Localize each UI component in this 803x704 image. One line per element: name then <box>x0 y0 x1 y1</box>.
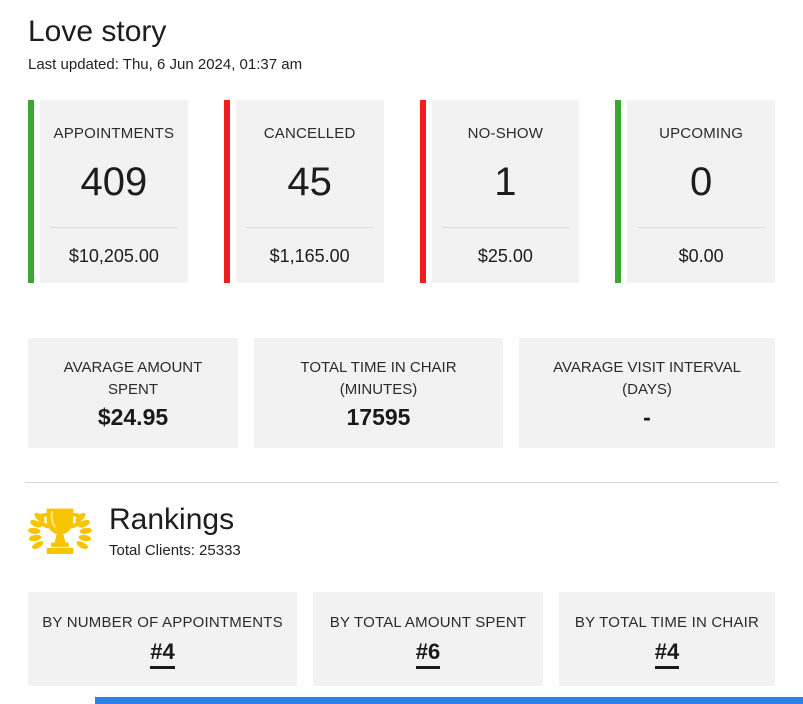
page-header: Love story Last updated: Thu, 6 Jun 2024… <box>0 0 803 73</box>
bottom-blue-bar <box>95 697 803 704</box>
summary-label-line2: (DAYS) <box>622 381 672 398</box>
stat-amount: $25.00 <box>477 246 533 266</box>
rankings-title: Rankings <box>109 502 235 536</box>
last-updated-text: Last updated: Thu, 6 Jun 2024, 01:37 am <box>28 56 303 73</box>
page-title: Love story <box>28 15 167 48</box>
stat-label: CANCELLED <box>263 125 356 142</box>
summary-card-average-amount-spent: AVARAGE AMOUNT SPENT $24.95 <box>28 338 238 448</box>
divider <box>50 227 178 228</box>
rankings-header: Rankings Total Clients: 25333 <box>28 496 775 564</box>
rank-value-link[interactable]: #4 <box>150 639 175 669</box>
divider <box>441 227 569 228</box>
rank-label: BY TOTAL TIME IN CHAIR <box>574 614 760 631</box>
summary-label-line1: AVARAGE AMOUNT <box>63 359 203 376</box>
summary-card-total-time-in-chair: TOTAL TIME IN CHAIR (MINUTES) 17595 <box>254 338 503 448</box>
summary-value: 17595 <box>346 404 411 430</box>
stat-count: 1 <box>494 160 517 204</box>
stat-amount: $10,205.00 <box>68 246 159 266</box>
stat-cards-row: APPOINTMENTS 409 $10,205.00 CANCELLED 45… <box>28 100 775 283</box>
rank-card-by-total-time-in-chair: BY TOTAL TIME IN CHAIR #4 <box>559 592 775 686</box>
rank-card-by-total-amount-spent: BY TOTAL AMOUNT SPENT #6 <box>313 592 543 686</box>
stat-card-upcoming: UPCOMING 0 $0.00 <box>615 100 775 283</box>
red-accent-bar <box>419 100 426 283</box>
rank-value-link[interactable]: #4 <box>654 639 680 669</box>
stat-count: 0 <box>690 160 713 204</box>
stat-amount: $0.00 <box>678 246 724 266</box>
stat-amount: $1,165.00 <box>269 246 350 266</box>
divider <box>246 227 374 228</box>
stat-label: UPCOMING <box>659 125 744 142</box>
stat-label: NO-SHOW <box>467 125 544 142</box>
summary-cards-row: AVARAGE AMOUNT SPENT $24.95 TOTAL TIME I… <box>28 338 775 448</box>
green-accent-bar <box>28 100 34 283</box>
green-accent-bar <box>615 100 622 283</box>
rank-value-link[interactable]: #6 <box>415 639 441 669</box>
summary-label-line2: SPENT <box>107 381 158 398</box>
stat-label: APPOINTMENTS <box>53 125 175 142</box>
summary-label-line1: TOTAL TIME IN CHAIR <box>300 359 457 376</box>
stat-card-no-show: NO-SHOW 1 $25.00 <box>419 100 580 283</box>
summary-value: $24.95 <box>97 404 169 430</box>
summary-label-line2: (MINUTES) <box>339 381 418 398</box>
stat-card-appointments: APPOINTMENTS 409 $10,205.00 <box>28 100 188 283</box>
stat-count: 409 <box>80 160 148 204</box>
total-clients-text: Total Clients: 25333 <box>109 541 241 559</box>
stat-count: 45 <box>287 160 332 204</box>
ranking-cards-row: BY NUMBER OF APPOINTMENTS #4 BY TOTAL AM… <box>28 592 775 686</box>
trophy-icon <box>28 508 92 554</box>
summary-card-average-visit-interval: AVARAGE VISIT INTERVAL (DAYS) - <box>519 338 775 448</box>
summary-value: - <box>643 404 651 430</box>
section-divider <box>25 482 778 483</box>
divider <box>637 227 765 228</box>
rank-card-by-number-of-appointments: BY NUMBER OF APPOINTMENTS #4 <box>28 592 297 686</box>
rank-label: BY TOTAL AMOUNT SPENT <box>329 614 527 631</box>
red-accent-bar <box>223 100 230 283</box>
stat-card-cancelled: CANCELLED 45 $1,165.00 <box>223 100 384 283</box>
rank-label: BY NUMBER OF APPOINTMENTS <box>42 614 283 631</box>
summary-label-line1: AVARAGE VISIT INTERVAL <box>553 359 741 376</box>
